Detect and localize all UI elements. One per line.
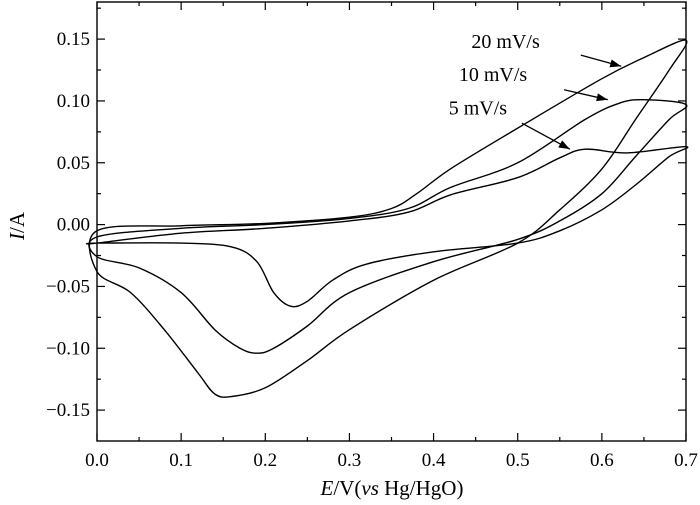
y-tick-label: −0.05	[46, 276, 90, 297]
x-tick-label: 0.0	[85, 450, 109, 471]
y-tick-label: 0.15	[57, 29, 90, 50]
scan-rate-label: 20 mV/s	[471, 31, 540, 53]
x-tick-label: 0.5	[506, 450, 530, 471]
scan-rate-annotations: 20 mV/s 10 mV/s 5 mV/s	[449, 31, 622, 150]
cv-curve-0	[88, 39, 688, 398]
x-axis-title: E/V(vs Hg/HgO)	[320, 476, 464, 500]
scan-rate-label: 5 mV/s	[449, 98, 508, 120]
scan-rate-label: 10 mV/s	[459, 64, 528, 86]
y-tick-label: 0.05	[57, 153, 90, 174]
plot-frame	[96, 1, 687, 442]
annotation-arrowhead	[558, 140, 570, 150]
y-tick-label: 0.10	[57, 91, 90, 112]
y-axis-title: I/A	[5, 211, 29, 241]
x-tick-label: 0.4	[422, 450, 446, 471]
x-tick-label: 0.6	[590, 450, 614, 471]
x-tick-label: 0.2	[253, 450, 277, 471]
x-tick-label: 0.3	[338, 450, 362, 471]
axis-ticks: 0.0 0.1 0.2 0.3 0.4 0.5 0.6 0.7 0.15 0.10 0.05 0.00…	[46, 2, 698, 471]
y-tick-label: −0.10	[46, 338, 90, 359]
annotation-arrowhead	[596, 93, 608, 102]
x-tick-label: 0.7	[674, 450, 698, 471]
plot-border	[96, 1, 687, 442]
cv-curve-1	[88, 98, 688, 354]
x-tick-label: 0.1	[169, 450, 193, 471]
annotation-arrowhead	[609, 59, 622, 68]
y-tick-label: −0.15	[46, 400, 90, 421]
cv-curves	[85, 39, 689, 398]
cv-curve-2	[85, 145, 689, 308]
y-tick-label: 0.00	[57, 215, 90, 236]
